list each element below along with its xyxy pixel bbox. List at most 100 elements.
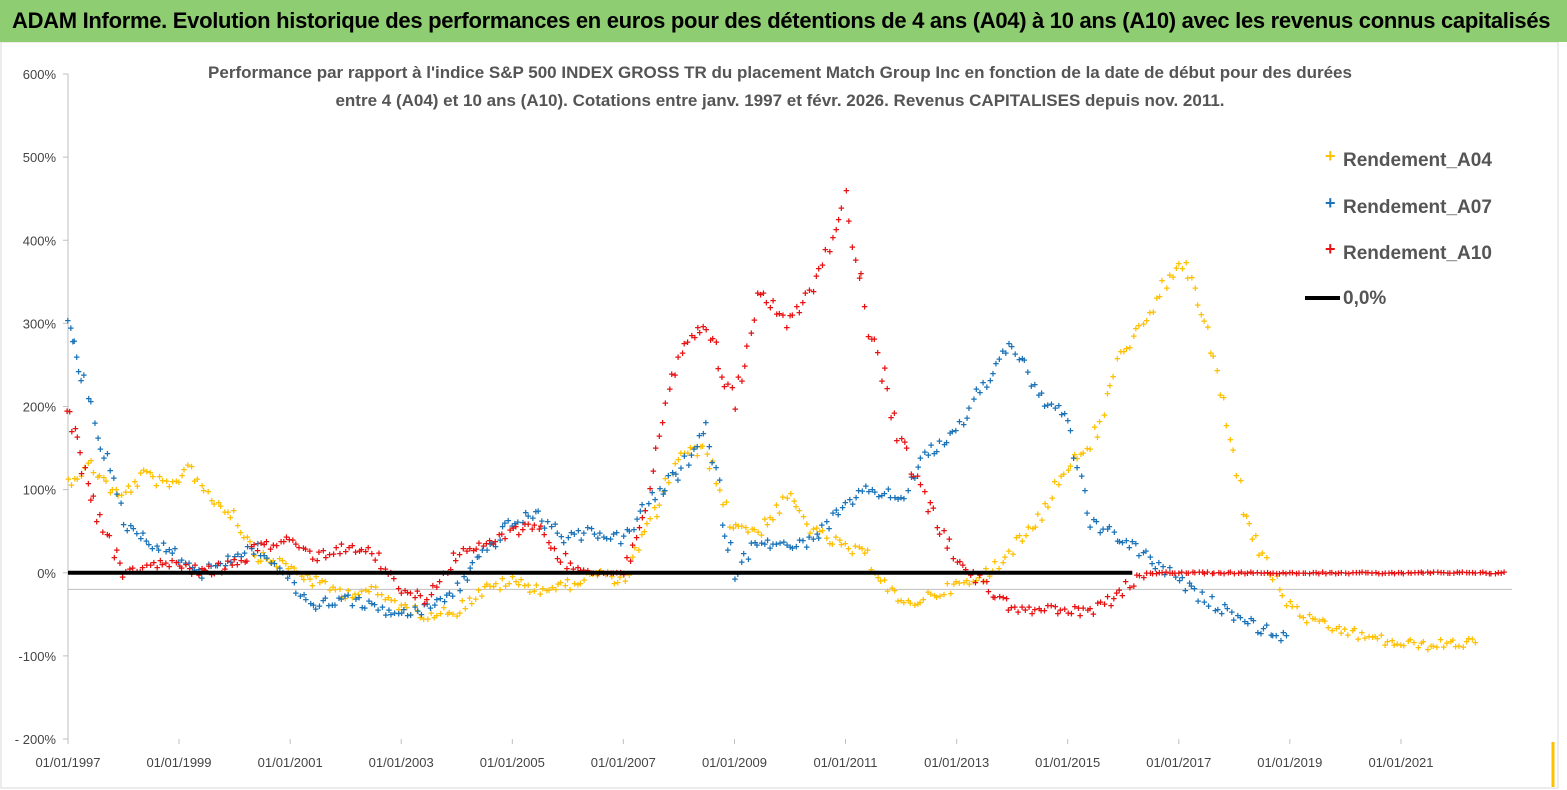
data-point: + — [1126, 542, 1132, 554]
chart-title-line-1: Performance par rapport à l'indice S&P 5… — [208, 63, 1352, 82]
data-point: + — [1147, 552, 1153, 564]
data-point: + — [175, 557, 181, 569]
data-point: + — [1254, 567, 1260, 579]
data-point: + — [177, 561, 183, 573]
data-point: + — [755, 527, 761, 539]
data-point: + — [735, 521, 741, 533]
data-point: + — [633, 533, 639, 545]
data-point: + — [130, 524, 136, 536]
data-point: + — [793, 541, 799, 553]
data-point: + — [372, 555, 378, 567]
data-point: + — [692, 442, 698, 454]
data-point: + — [1225, 568, 1231, 580]
data-point: + — [404, 611, 410, 623]
data-point: + — [554, 528, 560, 540]
data-point: + — [431, 612, 437, 624]
data-point: + — [1306, 609, 1312, 621]
data-point: + — [951, 579, 957, 591]
data-point: + — [1104, 591, 1110, 603]
data-point: + — [1056, 401, 1062, 413]
data-point: + — [487, 581, 493, 593]
data-point: + — [660, 489, 666, 501]
data-point: + — [1167, 562, 1173, 574]
data-point: + — [591, 529, 597, 541]
data-point: + — [322, 593, 328, 605]
data-point: + — [1498, 568, 1504, 580]
x-tick-label: 01/01/1999 — [146, 755, 211, 770]
data-point: + — [1074, 454, 1080, 466]
data-point: + — [1256, 550, 1262, 562]
data-point: + — [642, 506, 648, 518]
data-point: + — [1012, 602, 1018, 614]
data-point: + — [684, 337, 690, 349]
data-point: + — [237, 527, 243, 539]
data-point: + — [548, 522, 554, 534]
data-point: + — [659, 418, 665, 430]
data-point: + — [787, 542, 793, 554]
data-point: + — [839, 503, 845, 515]
data-point: + — [855, 486, 861, 498]
data-point: + — [1190, 567, 1196, 579]
x-tick-label: 01/01/1997 — [35, 755, 100, 770]
data-point: + — [420, 614, 426, 626]
data-point: + — [1400, 568, 1406, 580]
data-point: + — [813, 523, 819, 535]
data-point: + — [1415, 568, 1421, 580]
data-point: + — [267, 544, 273, 556]
data-point: + — [1044, 400, 1050, 412]
data-point: + — [1243, 511, 1249, 523]
data-point: + — [856, 542, 862, 554]
data-point: + — [1121, 347, 1127, 359]
data-point: + — [842, 538, 848, 550]
data-point: + — [1287, 568, 1293, 580]
data-point: + — [1463, 567, 1469, 579]
data-point: + — [404, 602, 410, 614]
data-point: + — [1199, 567, 1205, 579]
data-point: + — [927, 497, 933, 509]
data-point: + — [225, 551, 231, 563]
data-point: + — [475, 585, 481, 597]
data-point: + — [396, 605, 402, 617]
data-point: + — [206, 559, 212, 571]
data-point: + — [407, 588, 413, 600]
data-point: + — [1472, 568, 1478, 580]
data-point: + — [1322, 616, 1328, 628]
data-point: + — [1258, 628, 1264, 640]
data-point: + — [1240, 509, 1246, 521]
data-point: + — [109, 485, 115, 497]
data-point: + — [1191, 583, 1197, 595]
data-point: + — [1143, 546, 1149, 558]
data-point: + — [1253, 530, 1259, 542]
performance-chart: Performance par rapport à l'indice S&P 5… — [0, 42, 1559, 789]
data-point: + — [1382, 640, 1388, 652]
data-point: + — [1486, 568, 1492, 580]
data-point: + — [90, 468, 96, 480]
data-point: + — [717, 485, 723, 497]
legend-label-zero: 0,0% — [1343, 288, 1386, 309]
data-point: + — [859, 486, 865, 498]
data-point: + — [1143, 568, 1149, 580]
data-point: + — [992, 557, 998, 569]
data-point: + — [1277, 585, 1283, 597]
data-point: + — [502, 581, 508, 593]
data-point: + — [395, 609, 401, 621]
data-point: + — [432, 600, 438, 612]
data-point: + — [551, 544, 557, 556]
data-point: + — [454, 611, 460, 623]
data-point: + — [1136, 551, 1142, 563]
data-point: + — [740, 548, 746, 560]
data-point: + — [1244, 568, 1250, 580]
data-point: + — [713, 462, 719, 474]
data-point: + — [234, 520, 240, 532]
data-point: + — [372, 582, 378, 594]
x-tick-label: 01/01/2001 — [258, 755, 323, 770]
data-point: + — [228, 557, 234, 569]
data-point: + — [1233, 471, 1239, 483]
data-point: + — [1097, 597, 1103, 609]
data-point: + — [1452, 641, 1458, 653]
data-point: + — [871, 334, 877, 346]
data-point: + — [679, 348, 685, 360]
data-point: + — [150, 472, 156, 484]
data-point: + — [70, 337, 76, 349]
data-point: + — [859, 543, 865, 555]
